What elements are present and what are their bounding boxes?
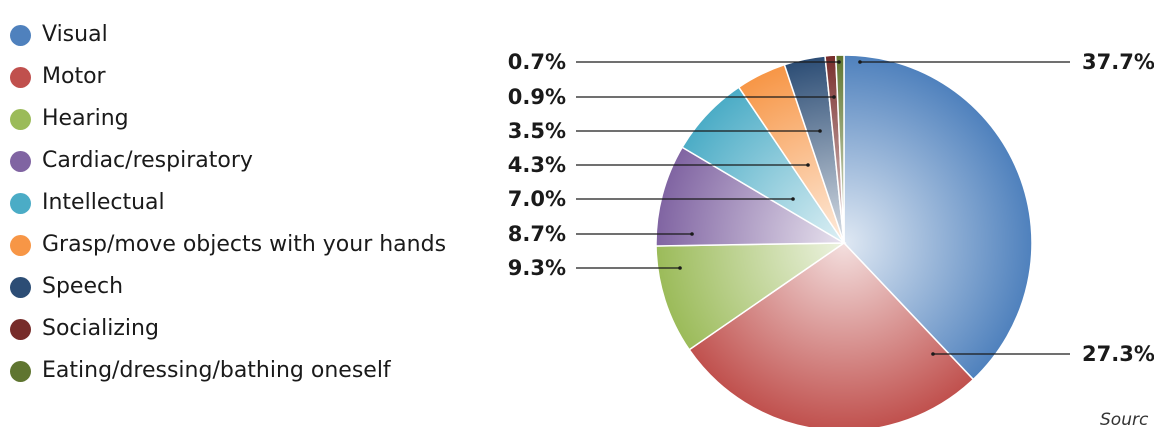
legend-item-eating-dressing-bathing-oneself: Eating/dressing/bathing oneself [10,350,446,392]
legend-swatch [10,318,31,340]
legend-item-visual: Visual [10,14,446,56]
data-label-intellectual: 7.0% [508,187,566,211]
legend-item-speech: Speech [10,266,446,308]
legend-label: Grasp/move objects with your hands [42,232,447,257]
leader-dot-grasp-move-objects-with-your-hands [806,163,810,167]
data-label-speech: 3.5% [508,119,566,143]
pie-slice-shading-eating-dressing-bathing-oneself [835,55,844,243]
data-label-visual: 37.7% [1082,50,1154,74]
legend-swatch [10,24,31,46]
legend-label: Socializing [42,316,159,341]
legend-label: Hearing [42,106,129,131]
pie-slice-shading-cardiac-respiratory [656,147,844,246]
legend-swatch [10,360,31,382]
data-label-motor: 27.3% [1082,342,1154,366]
legend-swatch [10,192,31,214]
pie-slice-shading-hearing [656,243,844,350]
legend-label: Cardiac/respiratory [42,148,253,173]
data-label-cardiac-respiratory: 8.7% [508,222,566,246]
leader-lines [576,60,1070,356]
legend-item-intellectual: Intellectual [10,182,446,224]
legend-label: Visual [42,22,108,47]
legend-item-motor: Motor [10,56,446,98]
leader-dot-intellectual [791,197,795,201]
legend-swatch [10,66,31,88]
leader-dot-socializing [832,95,836,99]
data-label-socializing: 0.9% [508,85,566,109]
pie-slice-shading-motor [689,243,974,427]
leader-dot-visual [858,60,862,64]
data-label-grasp-move-objects-with-your-hands: 4.3% [508,153,566,177]
legend-swatch [10,276,31,298]
legend-label: Motor [42,64,106,89]
leader-dot-eating-dressing-bathing-oneself [837,60,841,64]
legend-swatch [10,150,31,172]
leader-dot-hearing [678,266,682,270]
legend-item-hearing: Hearing [10,98,446,140]
legend-label: Speech [42,274,124,299]
source-note: Sourc [1100,410,1149,430]
pie-slice-shading-grasp-move-objects-with-your-hands [738,64,844,243]
pie-slice-shading-visual [844,55,1032,380]
data-label-eating-dressing-bathing-oneself: 0.7% [508,50,566,74]
data-labels: 37.7% 27.3% 9.3% 8.7% 7.0% 4.3% 3.5% 0.9% 0.7% [508,50,1154,366]
pie-slice-shading-socializing [825,55,844,244]
leader-dot-speech [818,129,822,133]
legend-label: Eating/dressing/bathing oneself [42,358,391,383]
legend-swatch [10,108,31,130]
pie-slices [655,54,1033,427]
data-label-hearing: 9.3% [508,256,566,280]
legend-item-grasp-move-objects-with-your-hands: Grasp/move objects with your hands [10,224,446,266]
legend-label: Intellectual [42,190,165,215]
legend-item-socializing: Socializing [10,308,446,350]
legend-item-cardiac-respiratory: Cardiac/respiratory [10,140,446,182]
leader-dot-cardiac-respiratory [690,232,694,236]
legend-swatch [10,234,31,256]
leader-dot-motor [931,352,935,356]
chart-legend: Visual Motor Hearing Cardiac/respiratory Int… [10,14,446,392]
